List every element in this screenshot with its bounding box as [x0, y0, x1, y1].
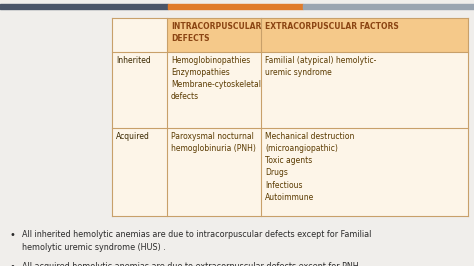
- Bar: [261, 18, 468, 52]
- Text: •: •: [10, 262, 16, 266]
- Text: Mechanical destruction
(microangiopathic)
Toxic agents
Drugs
Infectious
Autoimmu: Mechanical destruction (microangiopathic…: [265, 132, 355, 202]
- Text: •: •: [10, 230, 16, 240]
- Text: All acquired hemolytic anemias are due to extracorpuscular defects except for PN: All acquired hemolytic anemias are due t…: [22, 262, 361, 266]
- Text: Inherited: Inherited: [116, 56, 151, 65]
- Text: Hemoglobinopathies
Enzymopathies
Membrane-cytoskeletal
defects: Hemoglobinopathies Enzymopathies Membran…: [171, 56, 261, 101]
- Bar: [0, 4, 168, 9]
- Text: Acquired: Acquired: [116, 132, 150, 141]
- Text: Paroxysmal nocturnal
hemoglobinuria (PNH): Paroxysmal nocturnal hemoglobinuria (PNH…: [171, 132, 256, 153]
- Text: EXTRACORPUSCULAR FACTORS: EXTRACORPUSCULAR FACTORS: [265, 22, 399, 31]
- Bar: [112, 18, 468, 216]
- Bar: [303, 4, 474, 9]
- Bar: [167, 18, 261, 52]
- Text: Familial (atypical) hemolytic-
uremic syndrome: Familial (atypical) hemolytic- uremic sy…: [265, 56, 376, 77]
- Text: All inherited hemolytic anemias are due to intracorpuscular defects except for F: All inherited hemolytic anemias are due …: [22, 230, 371, 251]
- Text: INTRACORPUSCULAR
DEFECTS: INTRACORPUSCULAR DEFECTS: [171, 22, 261, 43]
- Bar: [168, 4, 303, 9]
